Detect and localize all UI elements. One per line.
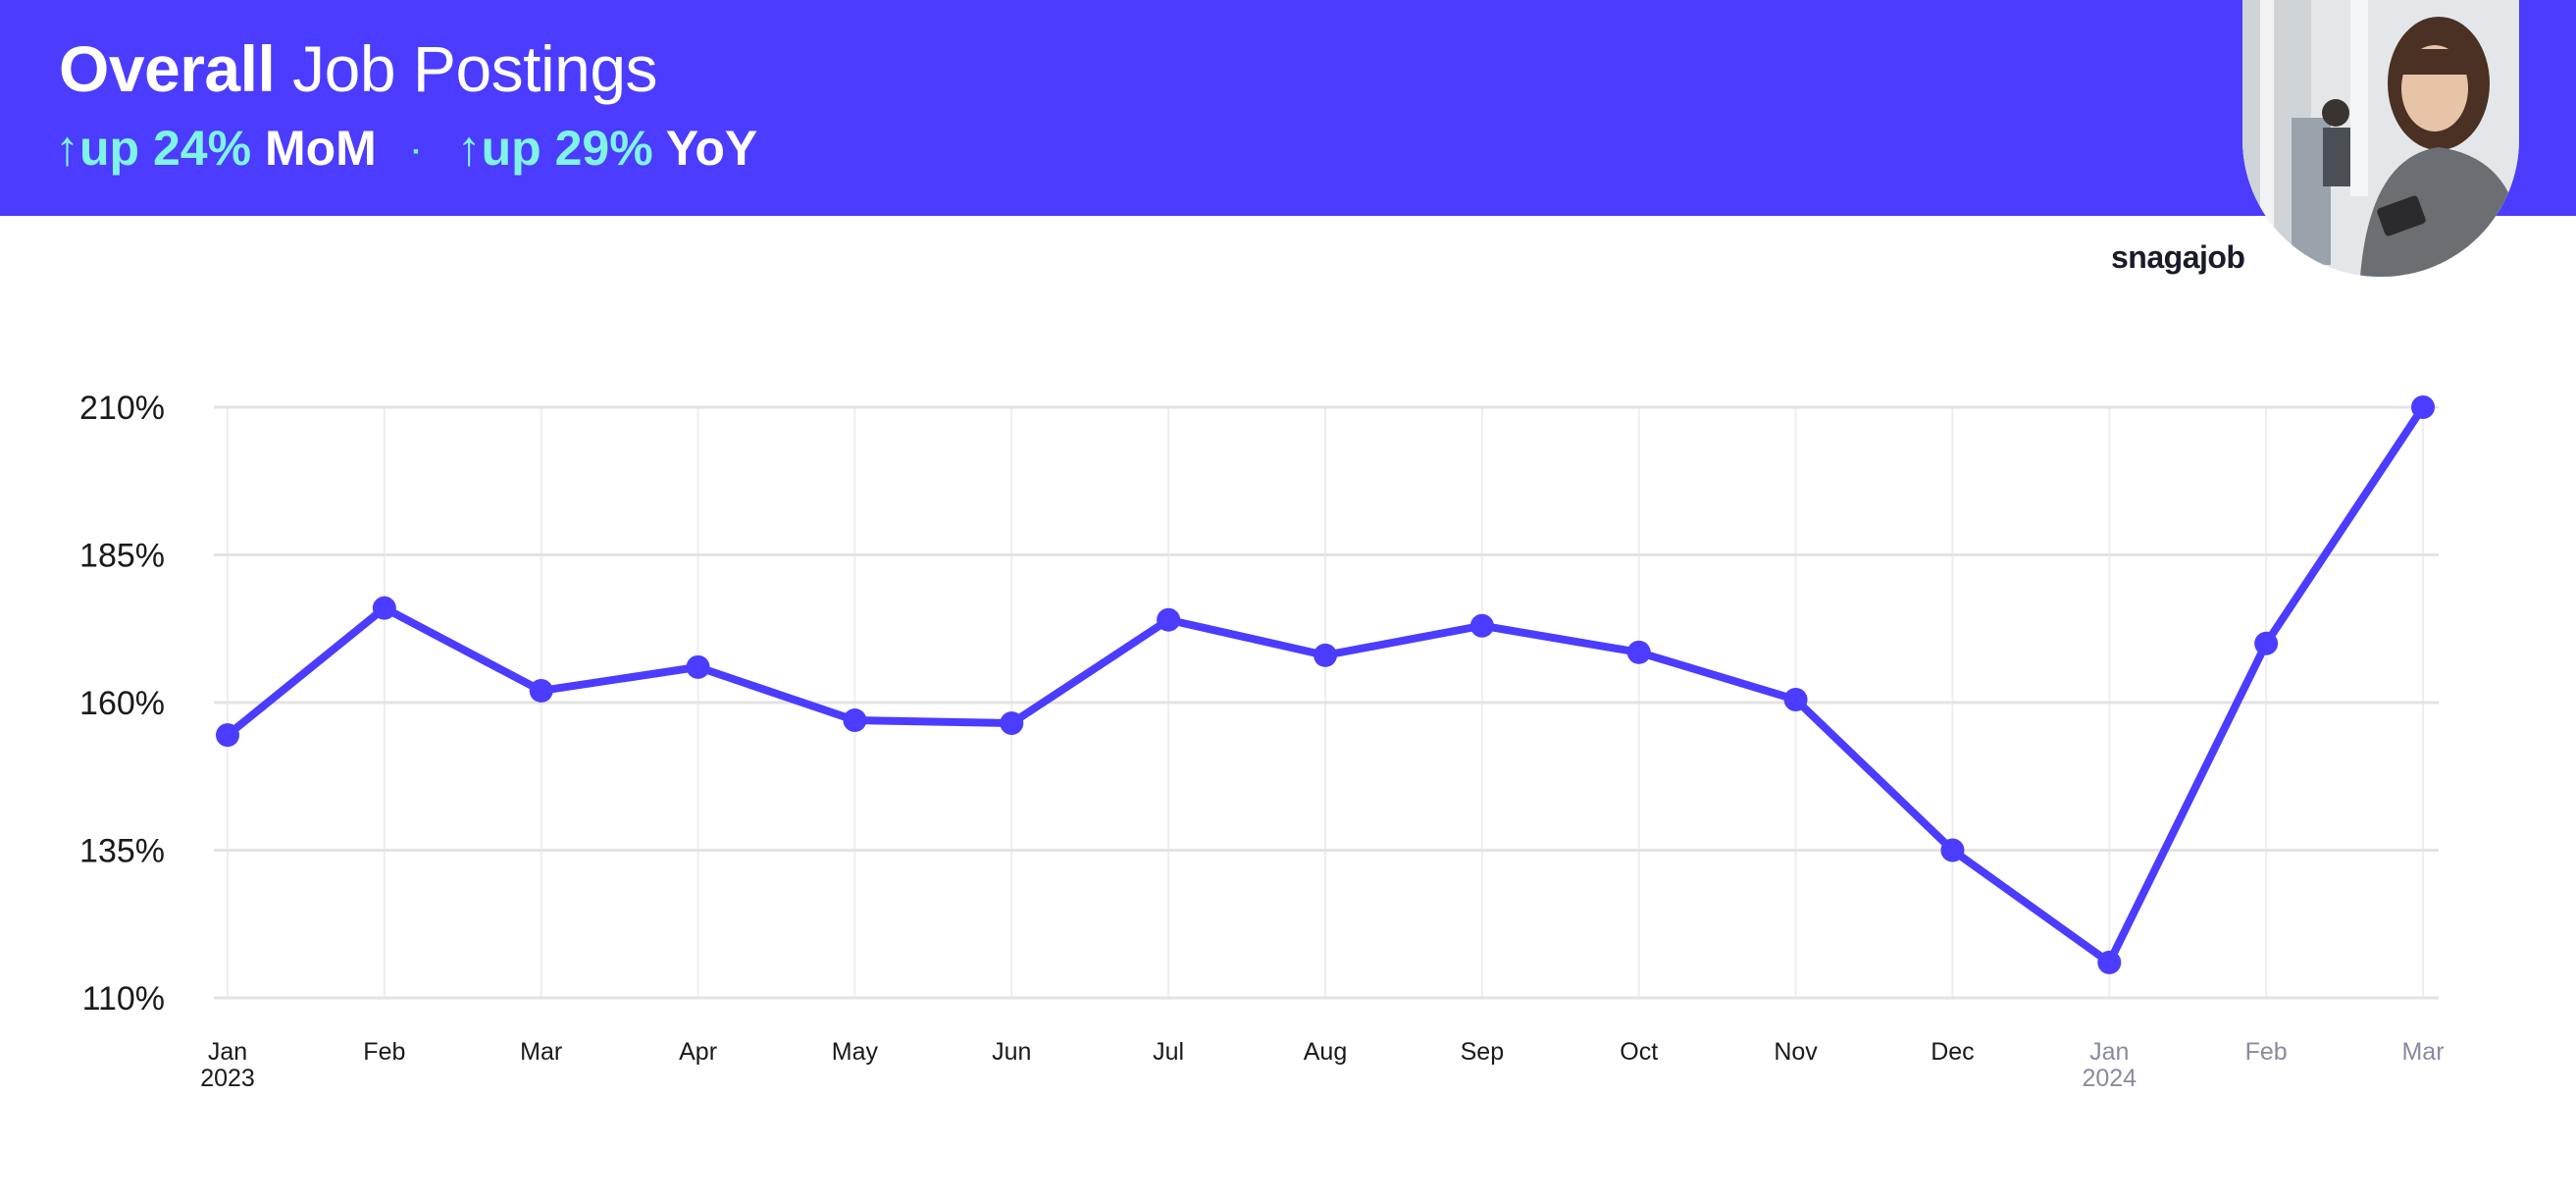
x-tick-label: Jul — [1153, 1038, 1184, 1066]
x-tick-label: Dec — [1931, 1038, 1974, 1066]
x-tick-label: May — [832, 1038, 879, 1066]
data-point — [843, 708, 867, 733]
data-point — [2097, 950, 2122, 974]
y-axis-labels: 110% 135% 160% 185% 210% — [79, 390, 165, 1018]
data-point — [1000, 711, 1024, 736]
up-arrow-icon: ↑ — [456, 121, 482, 176]
data-point — [529, 678, 553, 703]
y-tick-label: 210% — [79, 390, 165, 427]
page-title: Overall Job Postings — [59, 31, 658, 106]
yoy-change: up 29% — [481, 121, 653, 176]
x-tick-year-label: 2024 — [2082, 1065, 2137, 1092]
person-photo-illustration — [2242, 0, 2519, 277]
growth-summary: ↑up 24% MoM · ↑up 29% YoY — [55, 120, 757, 177]
x-tick-label: Mar — [520, 1038, 562, 1066]
data-point — [1626, 640, 1651, 664]
x-tick-label: Oct — [1620, 1038, 1658, 1066]
up-arrow-icon: ↑ — [55, 121, 79, 176]
mom-label: MoM — [264, 121, 377, 176]
horizontal-gridlines — [214, 405, 2439, 1000]
data-point — [2411, 395, 2435, 419]
data-point — [1940, 838, 1965, 862]
header-banner: Overall Job Postings ↑up 24% MoM · ↑up 2… — [0, 0, 2576, 216]
data-point — [1157, 607, 1181, 632]
x-tick-label: Aug — [1304, 1038, 1347, 1066]
separator-dot: · — [411, 134, 422, 168]
x-tick-year-label: 2023 — [200, 1065, 255, 1092]
mom-change: up 24% — [79, 121, 252, 176]
x-tick-label: Nov — [1774, 1038, 1818, 1066]
data-points — [216, 395, 2435, 974]
data-point — [1314, 643, 1337, 667]
data-point — [686, 654, 710, 679]
data-point — [216, 723, 239, 748]
x-tick-label: Apr — [679, 1038, 717, 1066]
y-tick-label: 185% — [79, 538, 165, 575]
data-point — [1783, 687, 1808, 711]
x-tick-label: Jun — [992, 1038, 1031, 1066]
y-tick-label: 135% — [79, 833, 165, 870]
x-tick-label: Jan — [208, 1038, 247, 1066]
data-point — [2254, 631, 2279, 655]
x-tick-label: Feb — [363, 1038, 405, 1066]
title-bold: Overall — [59, 32, 276, 105]
x-tick-label: Mar — [2401, 1038, 2444, 1066]
x-tick-label: Feb — [2245, 1038, 2288, 1066]
y-tick-label: 110% — [82, 980, 165, 1018]
x-tick-label: Jan — [2089, 1038, 2129, 1066]
y-tick-label: 160% — [79, 685, 165, 722]
x-tick-label: Sep — [1461, 1038, 1504, 1066]
data-point — [372, 596, 396, 620]
yoy-label: YoY — [665, 121, 758, 176]
title-light: Job Postings — [292, 32, 658, 105]
person-photo — [2242, 0, 2519, 277]
snagajob-logo: snagajob — [2111, 239, 2245, 275]
data-point — [1469, 613, 1494, 638]
